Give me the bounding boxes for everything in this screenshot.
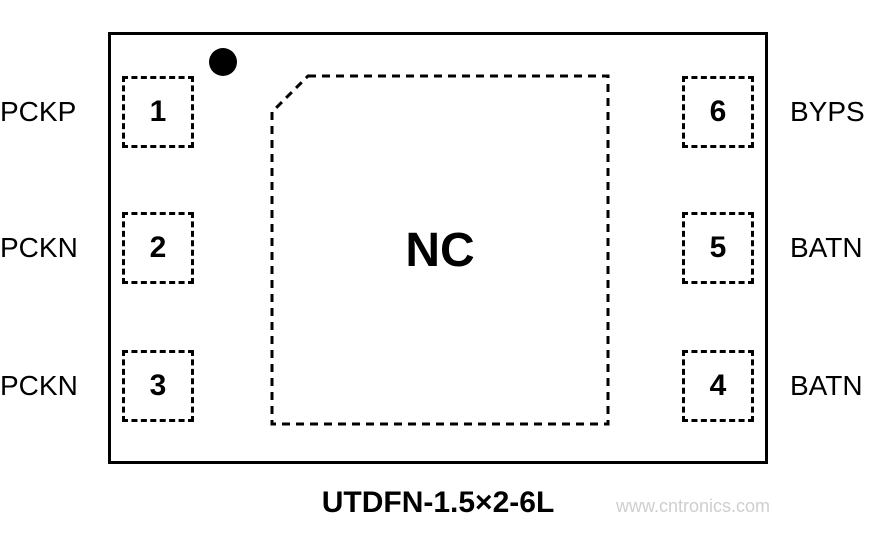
pin-4-label: BATN (790, 350, 886, 422)
pin-4-box: 4 (682, 350, 754, 422)
pin-2-box: 2 (122, 212, 194, 284)
pin-2-label: PCKN (0, 212, 96, 284)
pin-1-label: PCKP (0, 76, 96, 148)
pin-3-label: PCKN (0, 350, 96, 422)
pin-5-box: 5 (682, 212, 754, 284)
pin1-marker (209, 48, 237, 76)
pin-6-box: 6 (682, 76, 754, 148)
center-pad-label: NC (272, 76, 608, 424)
watermark-text: www.cntronics.com (616, 496, 770, 517)
pin-1-box: 1 (122, 76, 194, 148)
pin-3-box: 3 (122, 350, 194, 422)
pin-6-label: BYPS (790, 76, 886, 148)
pin-5-label: BATN (790, 212, 886, 284)
ic-pinout-diagram: NC 1PCKP2PCKN3PCKN4BATN5BATN6BYPS UTDFN-… (0, 0, 886, 543)
